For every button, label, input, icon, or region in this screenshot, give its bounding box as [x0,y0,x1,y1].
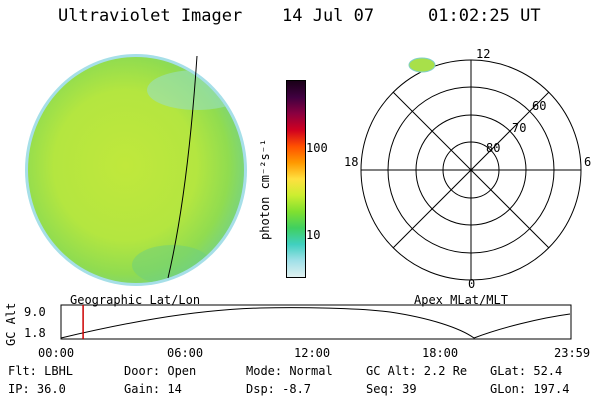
timeline-x-tick-1200: 12:00 [294,346,331,360]
info-mode: Mode: Normal [246,364,333,378]
info-glon: GLon: 197.4 [490,382,570,396]
info-glat: GLat: 52.4 [490,364,563,378]
timeline-x-tick-1800: 18:00 [422,346,459,360]
colorbar [286,80,306,278]
timeline-frame [60,304,572,340]
info-ip: IP: 36.0 [8,382,66,396]
polar-label-60: 60 [532,99,546,113]
timeline-x-tick-0600: 06:00 [167,346,204,360]
polar-aurora-spot [408,57,436,73]
uv-disk-image [25,54,247,286]
info-gain: Gain: 14 [124,382,182,396]
disk-body [28,57,244,283]
info-filter: Flt: LBHL [8,364,74,378]
altitude-curve [60,307,571,339]
polar-diagonal-2 [392,91,550,249]
polar-label-6: 6 [584,155,591,169]
polar-label-12: 12 [476,48,490,61]
app-title: Ultraviolet Imager [58,6,243,26]
timeline-right-label: Apex MLat/MLT [414,293,508,307]
timeline-left-label: Geographic Lat/Lon [70,293,201,307]
time-label: 01:02:25 UT [428,6,541,26]
terminator-line [167,55,198,279]
info-dsp: Dsp: -8.7 [246,382,312,396]
timeline-x-tick-0000: 00:00 [38,346,75,360]
polar-label-70: 70 [512,121,526,135]
timeline-y-tick-bottom: 1.8 [24,326,46,340]
polar-label-80: 80 [486,141,500,155]
timeline-x-tick-2359: 23:59 [554,346,591,360]
polar-plot: 12 0 18 6 60 70 80 [344,48,591,291]
timeline-y-axis-label: GC Alt [4,302,18,346]
info-door: Door: Open [124,364,197,378]
colorbar-tick-100: 100 [306,141,328,155]
info-seq: Seq: 39 [366,382,417,396]
info-gc-alt: GC Alt: 2.2 Re [366,364,468,378]
timeline-y-tick-top: 9.0 [24,305,46,319]
polar-label-18: 18 [344,155,358,169]
polar-label-0: 0 [468,277,475,291]
altitude-timeline [60,304,572,340]
colorbar-tick-10: 10 [306,228,321,242]
date-label: 14 Jul 07 [282,6,375,26]
colorbar-unit-label: photon cm⁻²s⁻¹ [258,138,272,240]
